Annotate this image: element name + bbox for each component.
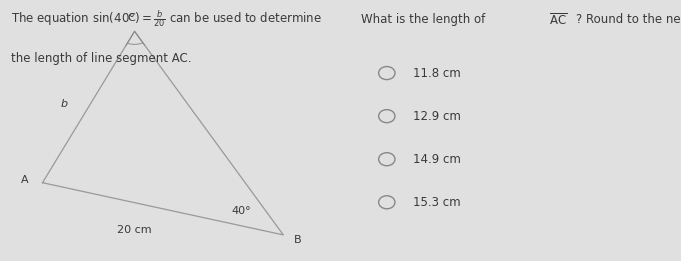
Text: C: C	[127, 14, 135, 23]
Text: ? Round to the nearest tenth.: ? Round to the nearest tenth.	[576, 13, 681, 26]
Text: the length of line segment AC.: the length of line segment AC.	[11, 52, 191, 65]
Text: b: b	[60, 99, 67, 109]
Text: 15.3 cm: 15.3 cm	[413, 196, 460, 209]
Text: The equation $\mathregular{sin(40°)} = \frac{b}{20}$ can be used to determine: The equation $\mathregular{sin(40°)} = \…	[11, 8, 321, 29]
Text: 11.8 cm: 11.8 cm	[413, 67, 461, 80]
Text: $\overline{\rm AC}$: $\overline{\rm AC}$	[549, 13, 567, 29]
Text: A: A	[20, 175, 29, 185]
Text: 40°: 40°	[231, 206, 251, 216]
Text: 14.9 cm: 14.9 cm	[413, 153, 461, 166]
Text: 12.9 cm: 12.9 cm	[413, 110, 461, 123]
Text: B: B	[294, 235, 302, 245]
Text: 20 cm: 20 cm	[117, 225, 152, 235]
Text: What is the length of: What is the length of	[361, 13, 489, 26]
